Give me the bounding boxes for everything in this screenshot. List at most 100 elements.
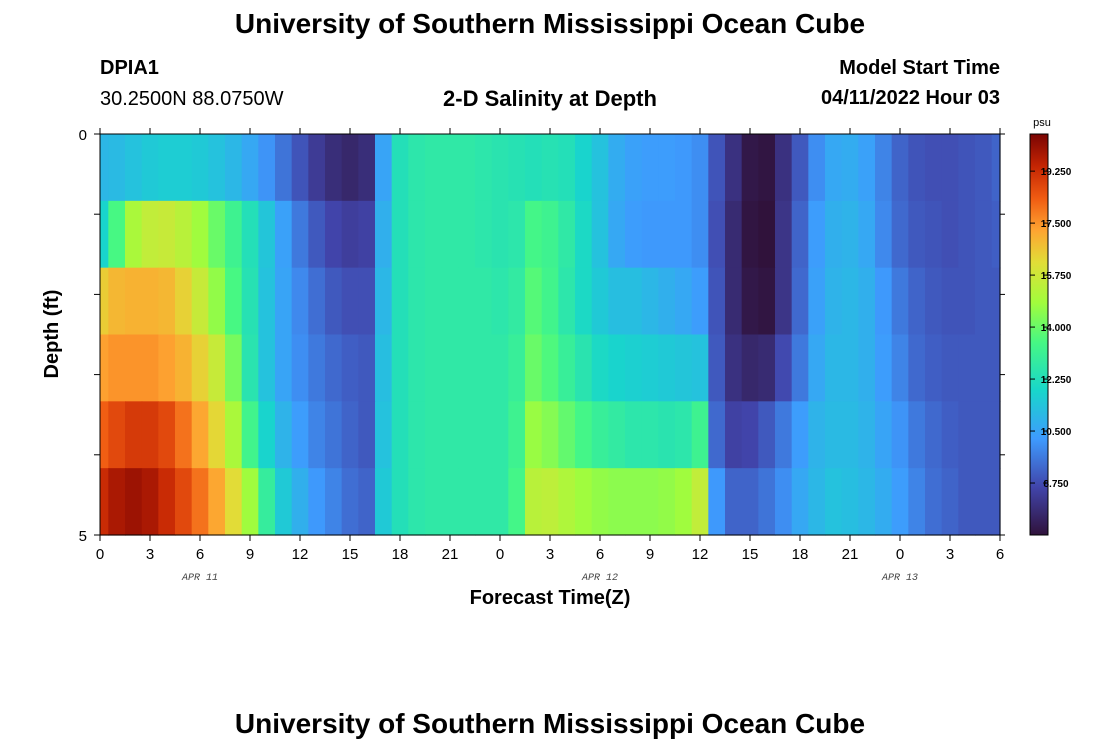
heatmap-cell xyxy=(225,267,243,336)
x-tick-label: 0 xyxy=(896,546,904,563)
x-date-label: APR 12 xyxy=(581,573,618,584)
heatmap-cell xyxy=(725,200,743,269)
heatmap-cell xyxy=(208,468,226,536)
heatmap-cell xyxy=(958,134,976,202)
model-start-label: Model Start Time xyxy=(839,57,1000,79)
heatmap-cell xyxy=(425,200,443,269)
colorbar-tick-label: 14.000 xyxy=(1041,323,1072,334)
heatmap-cell xyxy=(491,200,509,269)
heatmap-cell xyxy=(608,200,626,269)
heatmap-cell xyxy=(991,267,1001,336)
heatmap-cell xyxy=(425,334,443,402)
heatmap-cell xyxy=(341,200,359,269)
heatmap-cell xyxy=(175,334,193,402)
heatmap-cell xyxy=(958,401,976,469)
colorbar-tick-label: 8.750 xyxy=(1043,479,1068,490)
heatmap-cell xyxy=(375,401,393,469)
heatmap-cell xyxy=(808,134,826,202)
heatmap-cell xyxy=(958,267,976,336)
heatmap-cell xyxy=(391,468,409,536)
heatmap-cell xyxy=(458,468,476,536)
heatmap-cell xyxy=(591,200,609,269)
heatmap-cell xyxy=(925,200,943,269)
heatmap-cell xyxy=(208,134,226,202)
heatmap-cell xyxy=(841,200,859,269)
heatmap-cell xyxy=(825,401,843,469)
heatmap-cell xyxy=(391,334,409,402)
heatmap-cell xyxy=(125,468,143,536)
heatmap-cell xyxy=(275,267,293,336)
heatmap-cell xyxy=(625,267,643,336)
colorbar-unit: psu xyxy=(1033,117,1051,129)
heatmap-cell xyxy=(691,134,709,202)
heatmap-cell xyxy=(908,134,926,202)
heatmap-cell xyxy=(125,134,143,202)
heatmap-cell xyxy=(291,134,309,202)
heatmap-cell xyxy=(758,267,776,336)
heatmap-cell xyxy=(991,468,1001,536)
colorbar-tick-label: 15.750 xyxy=(1041,271,1072,282)
x-tick-label: 15 xyxy=(342,546,359,563)
heatmap-cell xyxy=(100,267,109,336)
heatmap-cell xyxy=(508,401,526,469)
heatmap-cell xyxy=(525,401,543,469)
station-coordinates: 30.2500N 88.0750W xyxy=(100,88,284,110)
heatmap-cell xyxy=(625,401,643,469)
heatmap-cell xyxy=(308,200,326,269)
heatmap-cell xyxy=(308,334,326,402)
heatmap-cell xyxy=(841,334,859,402)
heatmap-cell xyxy=(591,468,609,536)
heatmap-cell xyxy=(908,401,926,469)
heatmap-cell xyxy=(675,401,693,469)
heatmap-cell xyxy=(725,468,743,536)
heatmap-cell xyxy=(325,334,343,402)
heatmap-cell xyxy=(108,267,126,336)
heatmap-cell xyxy=(391,200,409,269)
heatmap-cell xyxy=(208,401,226,469)
heatmap-cell xyxy=(508,200,526,269)
heatmap-cell xyxy=(975,200,993,269)
heatmap-cell xyxy=(291,468,309,536)
heatmap-cell xyxy=(941,468,959,536)
heatmap-cell xyxy=(808,267,826,336)
heatmap-cell xyxy=(391,401,409,469)
heatmap-cell xyxy=(658,401,676,469)
heatmap-cell xyxy=(908,200,926,269)
x-tick-label: 6 xyxy=(596,546,604,563)
heatmap-cell xyxy=(691,401,709,469)
heatmap-cell xyxy=(558,134,576,202)
heatmap-cell xyxy=(975,468,993,536)
heatmap-cell xyxy=(441,134,459,202)
heatmap-cell xyxy=(308,134,326,202)
salinity-heatmap-chart: 0 3 6 9 12 15 18 21 0 3 6 9 12 15 18 21 0 3 6 05 APR 11 APR… xyxy=(41,117,1072,609)
colorbar: psu 19.250 17.500 15.750 14.000 12.250 10.500… xyxy=(1029,117,1072,536)
heatmap-cell xyxy=(558,401,576,469)
heatmap-cell xyxy=(908,334,926,402)
heatmap-cell xyxy=(125,401,143,469)
heatmap-cell xyxy=(641,468,659,536)
heatmap-cell xyxy=(541,134,559,202)
heatmap-cell xyxy=(841,267,859,336)
heatmap-cell xyxy=(491,468,509,536)
heatmap-cell xyxy=(558,468,576,536)
heatmap-cell xyxy=(108,134,126,202)
heatmap-cell xyxy=(691,267,709,336)
heatmap-cell xyxy=(791,200,809,269)
heatmap-cell xyxy=(491,267,509,336)
heatmap-cell xyxy=(591,401,609,469)
heatmap-cell xyxy=(491,401,509,469)
heatmap-cell xyxy=(541,468,559,536)
heatmap-cell xyxy=(575,468,593,536)
heatmap-cell xyxy=(891,200,909,269)
heatmap-cell xyxy=(158,200,176,269)
heatmap-cell xyxy=(225,401,243,469)
heatmap-cell xyxy=(658,200,676,269)
heatmap-cell xyxy=(691,468,709,536)
heatmap-cell xyxy=(608,468,626,536)
heatmap-cell xyxy=(358,200,376,269)
heatmap-cell xyxy=(208,267,226,336)
heatmap-cell xyxy=(258,200,276,269)
heatmap-cell xyxy=(341,334,359,402)
heatmap-cell xyxy=(425,267,443,336)
heatmap-cell xyxy=(991,134,1001,202)
